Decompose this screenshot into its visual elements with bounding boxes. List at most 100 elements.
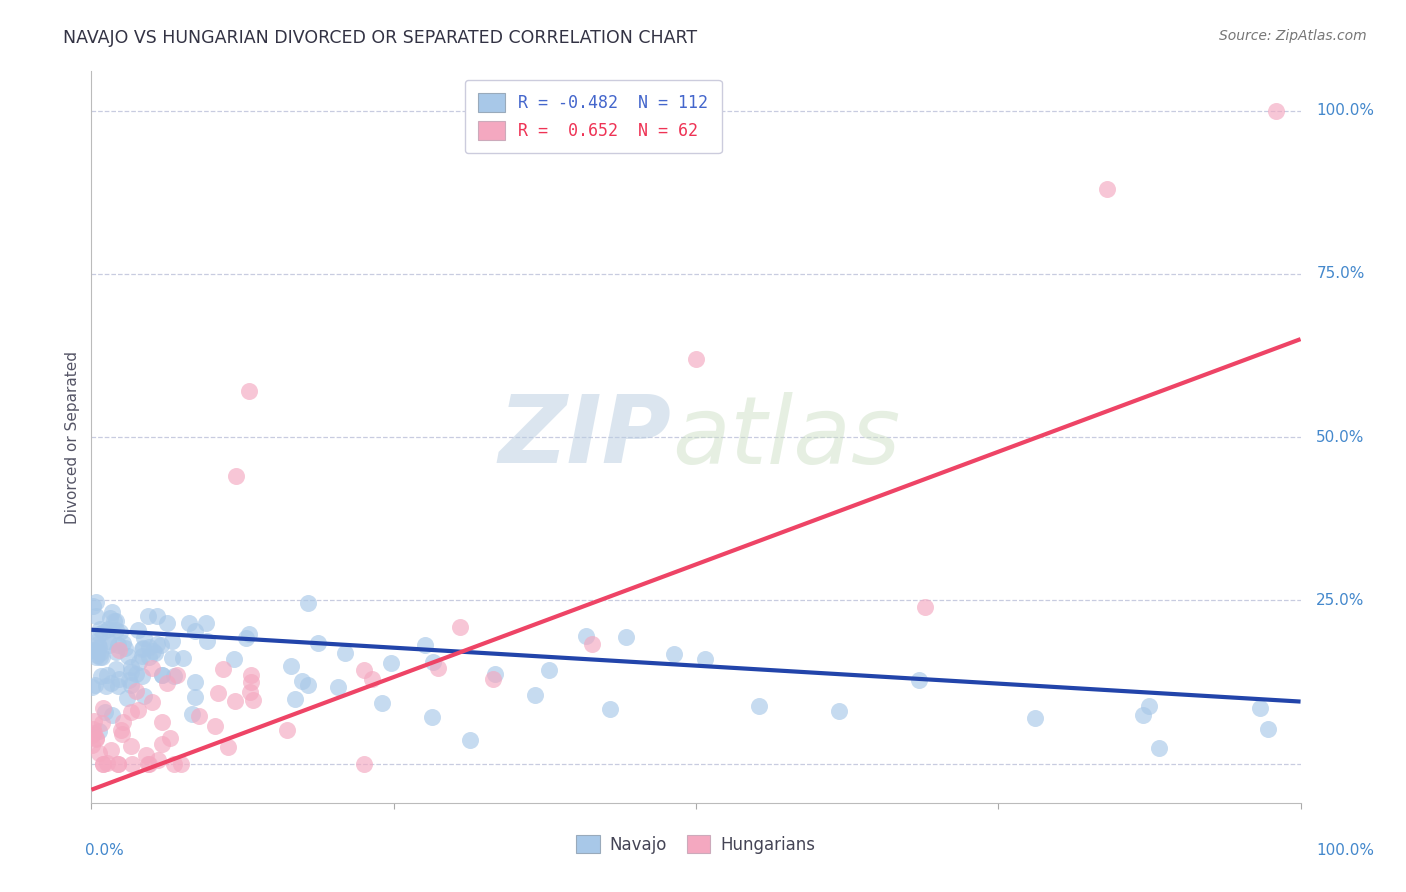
Point (83, 714, 105, 728)
Point (124, 667, 146, 681)
Point (98, 611, 121, 625)
Point (197, 633, 219, 648)
Point (108, 625, 131, 640)
Point (280, 659, 302, 673)
Point (89, 650, 111, 665)
Point (110, 723, 132, 738)
Point (1257, 722, 1279, 736)
Point (145, 646, 167, 660)
Point (83, 634, 105, 648)
Text: 100.0%: 100.0% (1316, 843, 1374, 858)
Point (150, 668, 173, 682)
Point (100, 675, 122, 690)
Text: ZIP: ZIP (499, 391, 672, 483)
Point (326, 680, 349, 694)
Point (662, 648, 685, 662)
Point (100, 743, 122, 757)
Point (96, 679, 118, 693)
Point (1095, 182, 1118, 196)
Text: 50.0%: 50.0% (1316, 430, 1365, 444)
Point (166, 668, 188, 682)
Text: 0.0%: 0.0% (86, 843, 124, 858)
Point (380, 656, 402, 670)
Point (180, 707, 202, 722)
Point (141, 695, 163, 709)
Point (239, 685, 262, 699)
Point (159, 731, 181, 745)
Point (101, 708, 124, 723)
Text: Source: ZipAtlas.com: Source: ZipAtlas.com (1219, 29, 1367, 44)
Point (84, 649, 107, 664)
Point (97, 622, 120, 636)
Legend: Navajo, Hungarians: Navajo, Hungarians (569, 829, 823, 860)
Point (207, 686, 229, 700)
Point (1139, 699, 1161, 714)
Point (91, 650, 114, 665)
Text: atlas: atlas (672, 392, 900, 483)
Point (104, 645, 127, 659)
Point (458, 732, 481, 747)
Point (484, 666, 506, 681)
Point (183, 675, 205, 690)
Point (156, 676, 179, 690)
Point (111, 636, 134, 650)
Point (581, 637, 603, 651)
Point (225, 469, 247, 483)
Point (217, 739, 239, 754)
Point (87, 637, 110, 651)
Point (413, 638, 436, 652)
Point (420, 710, 443, 724)
Point (163, 756, 186, 771)
Point (114, 640, 136, 655)
Point (117, 691, 139, 706)
Point (222, 652, 245, 666)
Point (524, 688, 547, 702)
Point (291, 674, 314, 689)
Point (96, 668, 118, 682)
Point (97, 634, 120, 648)
Point (297, 678, 319, 692)
Point (242, 692, 264, 706)
Point (120, 659, 142, 673)
Point (91, 700, 114, 714)
Point (128, 655, 150, 669)
Point (238, 627, 260, 641)
Point (89, 723, 111, 738)
Point (307, 636, 329, 650)
Point (146, 753, 169, 767)
Point (127, 623, 149, 637)
Point (482, 672, 505, 686)
Point (685, 351, 707, 366)
Point (297, 596, 319, 610)
Y-axis label: Divorced or Separated: Divorced or Separated (65, 351, 80, 524)
Point (1024, 711, 1046, 725)
Point (86, 648, 108, 662)
Point (84, 644, 107, 658)
Point (120, 739, 142, 753)
Point (127, 703, 149, 717)
Point (98, 638, 121, 652)
Point (104, 662, 127, 676)
Point (162, 669, 184, 683)
Point (84, 595, 107, 609)
Point (235, 632, 257, 646)
Point (353, 663, 375, 677)
Point (120, 705, 142, 719)
Point (284, 692, 307, 706)
Point (120, 678, 142, 692)
Point (1132, 708, 1154, 723)
Point (131, 668, 153, 682)
Point (150, 714, 173, 729)
Point (84, 678, 107, 692)
Point (449, 620, 471, 634)
Point (132, 631, 155, 645)
Point (240, 668, 263, 682)
Point (1249, 700, 1271, 714)
Point (335, 646, 357, 660)
Point (91, 715, 114, 730)
Point (599, 702, 621, 716)
Point (693, 652, 716, 666)
Point (91, 756, 114, 771)
Point (96, 756, 118, 770)
Text: 25.0%: 25.0% (1316, 593, 1365, 607)
